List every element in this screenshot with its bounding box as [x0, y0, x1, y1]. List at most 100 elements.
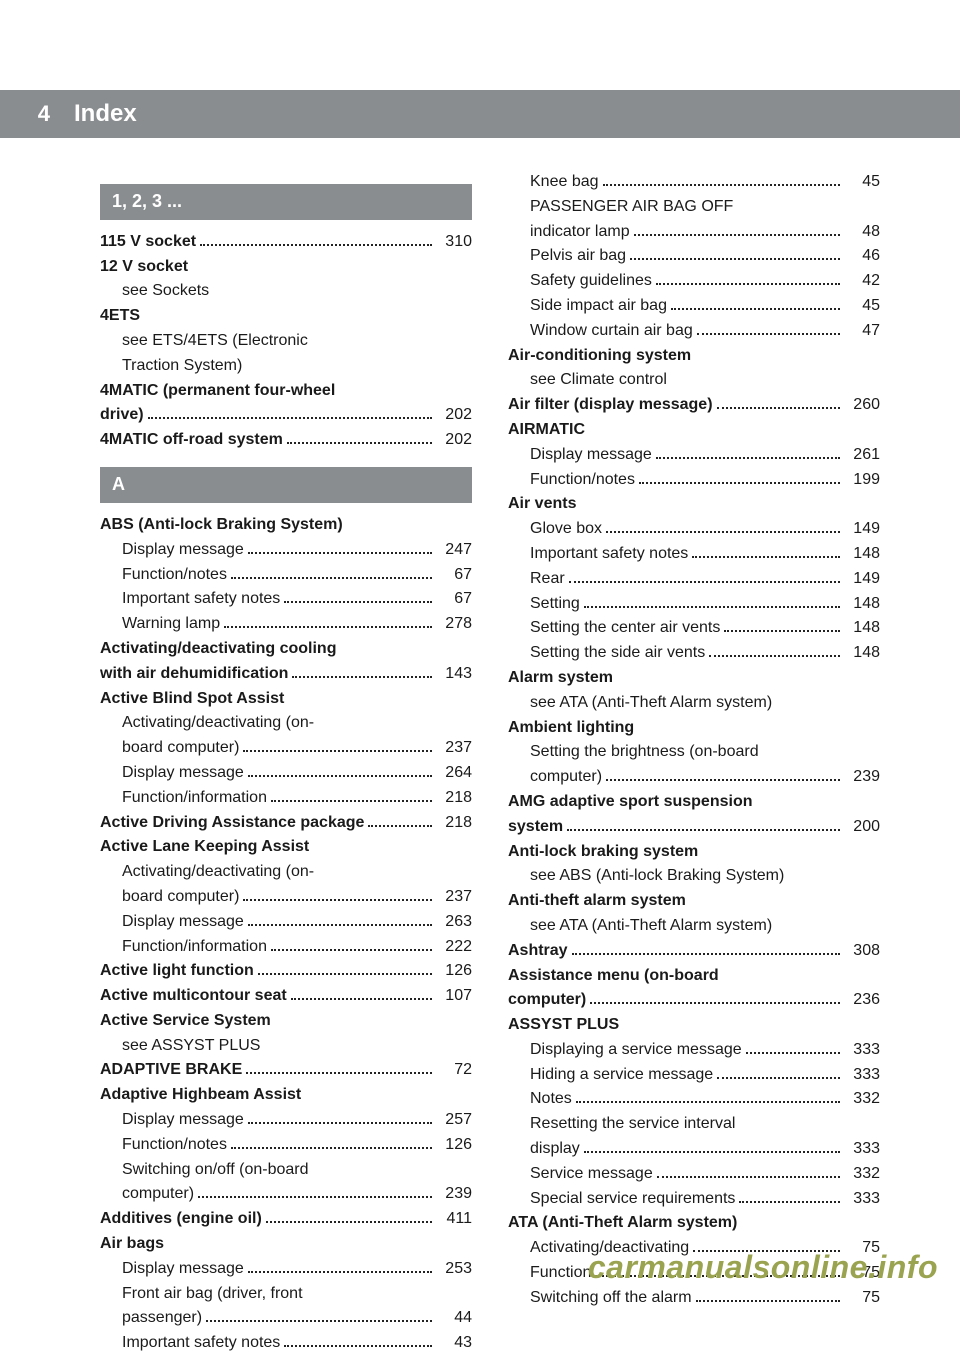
- index-entry: Active light function 126: [100, 959, 472, 984]
- index-entry-text: Display message: [100, 1108, 244, 1133]
- index-entry-page: 308: [844, 939, 880, 964]
- index-entry-page: 45: [844, 294, 880, 319]
- index-entry-text: Glove box: [508, 517, 602, 542]
- leader-dots: [271, 789, 432, 802]
- index-line: Activating/deactivating cooling: [100, 637, 472, 662]
- index-entry-text: ADAPTIVE BRAKE: [100, 1058, 242, 1083]
- index-entry-page: 67: [436, 563, 472, 588]
- index-entry: Function/information218: [100, 786, 472, 811]
- leader-dots: [656, 446, 840, 459]
- index-entry-text: Display message: [100, 1257, 244, 1282]
- index-line: PASSENGER AIR BAG OFF: [508, 195, 880, 220]
- index-entry-text: Display message: [100, 910, 244, 935]
- leader-dots: [746, 1041, 840, 1054]
- index-entry-text: Function/information: [100, 786, 267, 811]
- index-entry-text: Function/information: [100, 935, 267, 960]
- index-entry-text: Special service requirements: [508, 1187, 735, 1212]
- index-entry: board computer)237: [100, 736, 472, 761]
- index-entry: drive)202: [100, 403, 472, 428]
- index-entry-page: 46: [844, 244, 880, 269]
- index-line: Resetting the service interval: [508, 1112, 880, 1137]
- index-entry-text: Setting the side air vents: [508, 641, 705, 666]
- leader-dots: [639, 471, 840, 484]
- index-entry-page: 148: [844, 616, 880, 641]
- index-entry: 4MATIC off-road system202: [100, 428, 472, 453]
- index-entry: Function/information222: [100, 935, 472, 960]
- leader-dots: [584, 595, 840, 608]
- leader-dots: [246, 1062, 432, 1075]
- index-entry: Displaying a service message333: [508, 1038, 880, 1063]
- leader-dots: [590, 992, 840, 1005]
- index-entry-page: 199: [844, 468, 880, 493]
- index-entry-text: 115 V socket: [100, 230, 196, 255]
- index-entry-page: 260: [844, 393, 880, 418]
- index-line: see ASSYST PLUS: [100, 1034, 472, 1059]
- leader-dots: [724, 620, 840, 633]
- index-entry-text: computer): [508, 988, 586, 1013]
- index-entry: computer)239: [100, 1182, 472, 1207]
- index-line: Front air bag (driver, front: [100, 1282, 472, 1307]
- leader-dots: [569, 570, 840, 583]
- index-entry-page: 239: [436, 1182, 472, 1207]
- index-line: Anti-lock braking system: [508, 840, 880, 865]
- leader-dots: [630, 248, 840, 261]
- leader-dots: [584, 1140, 840, 1153]
- leader-dots: [284, 591, 432, 604]
- index-entry-text: board computer): [100, 736, 239, 761]
- index-entry-text: Ashtray: [508, 939, 568, 964]
- index-entry: computer)239: [508, 765, 880, 790]
- index-entry: Additives (engine oil)411: [100, 1207, 472, 1232]
- index-entry-text: Window curtain air bag: [508, 319, 693, 344]
- leader-dots: [368, 814, 432, 827]
- index-entry-page: 126: [436, 959, 472, 984]
- leader-dots: [258, 963, 432, 976]
- index-entry: Knee bag45: [508, 170, 880, 195]
- leader-dots: [271, 938, 432, 951]
- index-entry-page: 43: [436, 1331, 472, 1356]
- index-entry-page: 72: [436, 1058, 472, 1083]
- index-entry-page: 332: [844, 1162, 880, 1187]
- index-line: Assistance menu (on-board: [508, 964, 880, 989]
- index-entry-text: Active Driving Assistance package: [100, 811, 364, 836]
- index-entry: Function/notes126: [100, 1133, 472, 1158]
- index-entry: Air filter (display message)260: [508, 393, 880, 418]
- index-entry-text: Active light function: [100, 959, 254, 984]
- index-line: Alarm system: [508, 666, 880, 691]
- leader-dots: [671, 297, 840, 310]
- leader-dots: [656, 272, 840, 285]
- index-entry-page: 253: [436, 1257, 472, 1282]
- index-entry-page: 149: [844, 567, 880, 592]
- index-entry: ADAPTIVE BRAKE 72: [100, 1058, 472, 1083]
- index-entry-page: 236: [844, 988, 880, 1013]
- index-entry: Display message 257: [100, 1108, 472, 1133]
- index-entry-page: 67: [436, 587, 472, 612]
- header-bar: 4 Index: [0, 90, 960, 138]
- leader-dots: [692, 545, 840, 558]
- index-entry: Pelvis air bag46: [508, 244, 880, 269]
- index-entry-text: Safety guidelines: [508, 269, 652, 294]
- leader-dots: [657, 1165, 840, 1178]
- index-entry: Safety guidelines 42: [508, 269, 880, 294]
- index-entry-page: 257: [436, 1108, 472, 1133]
- index-line: Air-conditioning system: [508, 344, 880, 369]
- index-entry: Active multicontour seat107: [100, 984, 472, 1009]
- leader-dots: [248, 1260, 432, 1273]
- index-entry-text: Knee bag: [508, 170, 599, 195]
- index-entry: Rear149: [508, 567, 880, 592]
- index-line: Switching on/off (on-board: [100, 1158, 472, 1183]
- index-entry-page: 333: [844, 1137, 880, 1162]
- leader-dots: [148, 407, 432, 420]
- leader-dots: [606, 768, 840, 781]
- index-entry-text: Important safety notes: [100, 1331, 280, 1356]
- index-entry-page: 42: [844, 269, 880, 294]
- index-entry-text: Function/notes: [100, 563, 227, 588]
- index-line: Active Service System: [100, 1009, 472, 1034]
- index-entry-text: indicator lamp: [508, 220, 630, 245]
- leader-dots: [224, 615, 432, 628]
- index-entry-page: 75: [844, 1286, 880, 1311]
- leader-dots: [198, 1186, 432, 1199]
- leader-dots: [248, 541, 432, 554]
- right-column: Knee bag45PASSENGER AIR BAG OFFindicator…: [508, 170, 880, 1242]
- index-entry: Display message261: [508, 443, 880, 468]
- index-line: Activating/deactivating (on-: [100, 711, 472, 736]
